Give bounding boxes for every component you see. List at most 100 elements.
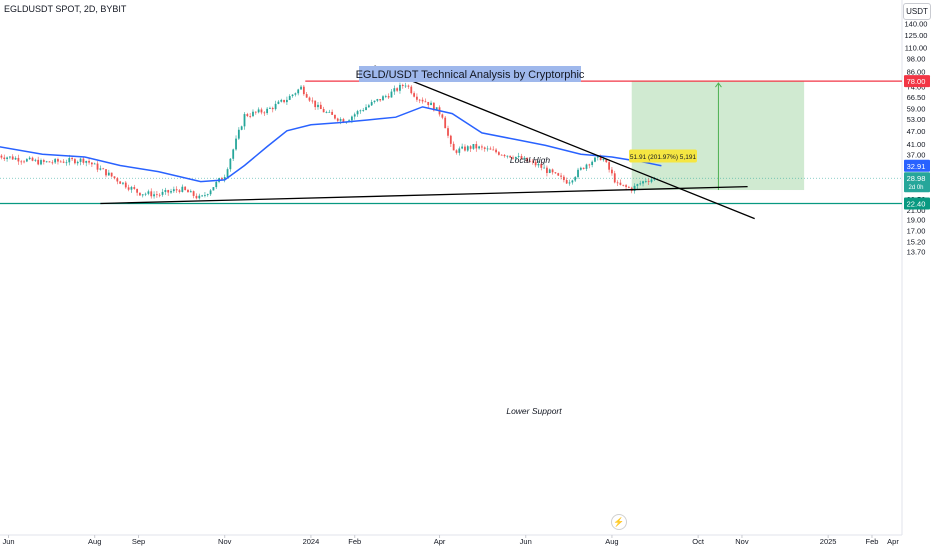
candle-body (266, 108, 269, 114)
x-tick-label: Nov (218, 537, 232, 546)
x-tick-label: Aug (605, 537, 618, 546)
x-tick-label: Oct (692, 537, 705, 546)
candle-body (325, 112, 328, 113)
ascending-trendline (100, 185, 748, 205)
candle-body (71, 158, 73, 160)
measure-label-bg (629, 149, 697, 163)
y-tick-label: 125.00 (905, 31, 928, 40)
currency-button[interactable]: USDT (903, 3, 931, 20)
candle-body (478, 146, 480, 149)
candle-body (23, 161, 25, 163)
candle-body (243, 114, 246, 127)
candle-body (322, 109, 325, 113)
candle-body (20, 161, 23, 163)
candle-body (486, 148, 489, 150)
candle-body (529, 161, 531, 163)
candle-body (353, 114, 356, 117)
candle-body (404, 85, 407, 87)
candle-body (51, 162, 54, 164)
candle-body (495, 149, 497, 153)
candle-body (472, 144, 475, 149)
candle-body (455, 150, 458, 153)
candle-body (167, 190, 170, 193)
candle-body (387, 96, 390, 98)
x-tick-label: Apr (434, 537, 446, 546)
y-tick-label: 66.50 (907, 93, 926, 102)
candle-body (401, 84, 404, 86)
candle-body (427, 101, 430, 106)
candle-body (520, 156, 523, 160)
candle-body (155, 194, 158, 196)
candle-body (475, 144, 478, 149)
candle-body (554, 172, 557, 174)
x-tick-label: Feb (865, 537, 878, 546)
candle-body (418, 99, 421, 101)
measure-label: 51.91 (201.97%) 5,191 (630, 154, 697, 161)
measure-arrowhead (715, 82, 722, 88)
candle-body (514, 156, 517, 159)
candle-body (274, 103, 277, 110)
candle-body (336, 118, 339, 121)
candle-body (105, 169, 107, 176)
y-tick-label: 98.00 (907, 55, 926, 64)
candle-body (0, 155, 3, 158)
descending-trendline (374, 65, 755, 220)
candle-body (424, 101, 427, 103)
price-tag-price (904, 172, 930, 193)
y-tick-label: 19.00 (907, 216, 926, 225)
candle-body (9, 156, 11, 158)
candle-body (627, 186, 630, 188)
candle-body (249, 116, 252, 117)
candle-body (254, 111, 257, 113)
candle-body (399, 84, 401, 91)
candle-body (421, 99, 424, 102)
candle-body (373, 100, 376, 103)
candle-body (435, 107, 438, 111)
candle-body (263, 112, 266, 114)
candle-body (430, 102, 432, 106)
candle-body (28, 157, 31, 160)
candle-body (351, 116, 353, 121)
candle-body (489, 148, 492, 150)
candle-body (331, 111, 334, 115)
candle-body (390, 91, 393, 98)
candle-body (546, 167, 548, 173)
candle-body (449, 135, 452, 144)
price-tag-label: 28.98 (907, 174, 926, 183)
candle-body (187, 189, 189, 193)
y-tick-label: 59.00 (907, 105, 926, 114)
candle-body (252, 111, 254, 117)
symbol-header: EGLDUSDT SPOT, 2D, BYBIT (4, 4, 127, 14)
candle-body (302, 86, 305, 95)
candle-body (139, 192, 141, 196)
candle-body (206, 194, 209, 196)
candle-body (212, 187, 215, 191)
candle-body (565, 180, 568, 184)
candle-body (260, 109, 263, 113)
candle-body (370, 102, 373, 106)
candle-body (551, 169, 554, 173)
candles (0, 82, 656, 200)
candle-body (297, 89, 300, 94)
candle-body (286, 99, 288, 103)
candle-body (195, 195, 198, 199)
candle-body (209, 190, 212, 195)
lightning-icon[interactable]: ⚡ (611, 514, 627, 530)
y-tick-label: 47.00 (907, 127, 926, 136)
candle-body (574, 177, 577, 181)
candle-body (3, 157, 6, 160)
candle-body (82, 158, 85, 163)
candle-body (235, 138, 237, 150)
candle-body (608, 162, 611, 170)
candle-body (492, 149, 495, 151)
candle-body (79, 158, 82, 162)
candle-body (96, 163, 99, 170)
candle-body (356, 111, 359, 115)
x-tick-label: 2024 (303, 537, 320, 546)
price-tag-label: 78.00 (907, 77, 926, 86)
candle-body (74, 159, 76, 164)
candle-body (568, 182, 571, 184)
candle-body (523, 157, 526, 160)
candle-body (184, 186, 187, 190)
